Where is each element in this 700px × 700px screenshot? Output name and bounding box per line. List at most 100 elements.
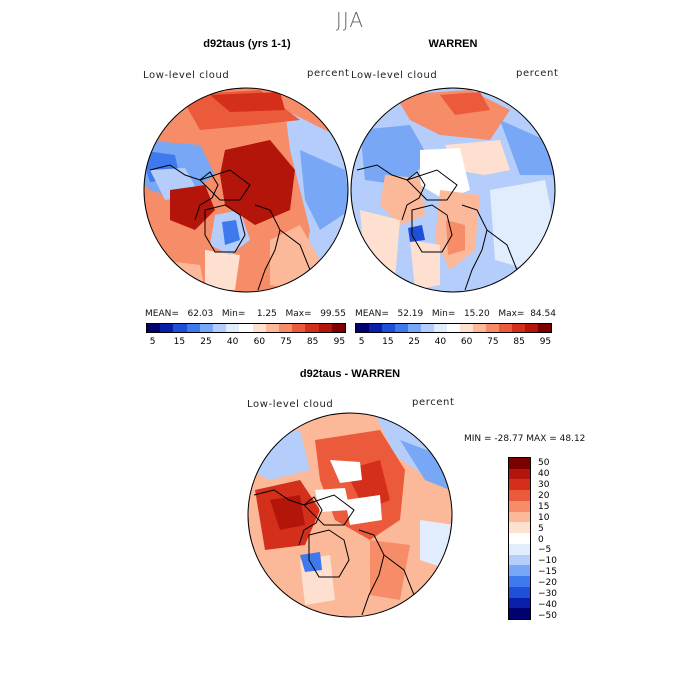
season-title: JJA: [335, 8, 365, 32]
panel1-colorbar-swatch: [318, 324, 332, 332]
panel3-units-label: percent: [412, 397, 455, 408]
panel2-mean-value: 52.19: [397, 309, 424, 319]
panel1-colorbar-swatch: [331, 324, 346, 332]
panel2-colorbar-tick-label: 25: [408, 337, 420, 347]
panel2-colorbar-swatch: [512, 324, 525, 332]
panel2-colorbar-tick-label: 85: [513, 337, 525, 347]
panel1-max-value: 99.55: [320, 309, 346, 319]
panel1-stats: MEAN= 62.03 Min= 1.25 Max= 99.55: [145, 309, 346, 319]
panel1-colorbar-swatch: [265, 324, 280, 332]
panel2-units-label: percent: [516, 68, 559, 79]
panel1-colorbar-tick-label: 25: [200, 337, 212, 347]
panel3-title: d92taus - WARREN: [299, 368, 401, 380]
panel3-colorbar: [508, 457, 531, 620]
panel2-colorbar-tick-label: 15: [382, 337, 394, 347]
panel3-colorbar-swatch: [509, 522, 530, 534]
panel2-mean-label: MEAN=: [355, 309, 389, 319]
panel1-max-label: Max=: [285, 309, 312, 319]
panel2-stats: MEAN= 52.19 Min= 15.20 Max= 84.54: [355, 309, 556, 319]
panel3-colorbar-swatch: [509, 511, 530, 523]
panel3-colorbar-swatch: [509, 533, 530, 544]
panel1-colorbar-swatch: [305, 324, 319, 332]
panel3-colorbar-swatch: [509, 586, 530, 598]
panel2-variable-label: Low-level cloud: [351, 70, 438, 81]
panel1-colorbar-swatch: [239, 324, 253, 332]
panel2-colorbar-swatch: [499, 324, 512, 332]
panel2-colorbar-swatch: [356, 324, 369, 332]
panel2-title: WARREN: [428, 38, 478, 50]
panel2-min-value: 15.20: [463, 309, 490, 319]
panel1-colorbar: [146, 323, 346, 333]
panel2-colorbar-swatch: [486, 324, 499, 332]
panel1-mean-label: MEAN=: [145, 309, 179, 319]
panel2-colorbar-tick-label: 40: [434, 337, 447, 347]
panel2-max-value: 84.54: [530, 309, 556, 319]
panel2-colorbar-swatch: [421, 324, 434, 332]
panel2-map-border: [350, 87, 556, 293]
panel1-colorbar-swatch: [199, 324, 214, 332]
panel2-colorbar-swatch: [538, 324, 551, 332]
panel3-colorbar-swatch: [509, 576, 530, 587]
panel2-colorbar-swatch: [525, 324, 538, 332]
panel2-colorbar-swatch: [434, 324, 447, 332]
panel2-colorbar-swatch: [395, 324, 408, 332]
panel2-colorbar: [355, 323, 552, 333]
panel1-colorbar-tick-label: 15: [173, 337, 186, 347]
panel2-colorbar-swatch: [447, 324, 460, 332]
panel1-units-label: percent: [307, 68, 350, 79]
panel3-colorbar-swatch: [509, 458, 530, 469]
panel2-max-label: Max=: [498, 309, 525, 319]
panel3-colorbar-swatch: [509, 543, 530, 555]
panel3-colorbar-tick-label: −10: [538, 556, 557, 567]
panel1-colorbar-swatch: [279, 324, 293, 332]
panel2-colorbar-ticks: 5 15 25 40 60 75 85 95: [355, 337, 552, 349]
panel2-colorbar-swatch: [460, 324, 473, 332]
panel3-colorbar-tick-label: −30: [538, 588, 557, 599]
panel1-title: d92taus (yrs 1-1): [203, 38, 291, 50]
panel2-colorbar-swatch: [408, 324, 421, 332]
panel1-colorbar-ticks: 5 15 25 40 60 75 85 95: [146, 337, 346, 349]
panel3-range-text: MIN = -28.77 MAX = 48.12: [464, 434, 586, 444]
panel3-variable-label: Low-level cloud: [247, 399, 334, 410]
panel1-colorbar-swatch: [213, 324, 227, 332]
panel1-colorbar-swatch: [147, 324, 161, 332]
panel2-colorbar-swatch: [382, 324, 395, 332]
panel1-min-value: 1.25: [256, 309, 277, 319]
panel2-min-label: Min=: [431, 309, 456, 319]
panel3-colorbar-tick-label: 50: [538, 458, 550, 469]
panel1-colorbar-tick-label: 95: [333, 337, 346, 347]
panel3-colorbar-tick-label: 30: [538, 480, 550, 491]
panel3-colorbar-tick-label: −40: [538, 599, 557, 610]
panel3-colorbar-swatch: [509, 565, 530, 577]
panel3-colorbar-swatch: [509, 554, 530, 566]
panel3-colorbar-tick-label: −15: [538, 567, 557, 578]
panel1-colorbar-swatch: [252, 324, 266, 332]
panel2-colorbar-tick-label: 95: [539, 337, 552, 347]
panel1-colorbar-tick-label: 75: [280, 337, 292, 347]
panel3-colorbar-swatch: [509, 490, 530, 501]
panel3-colorbar-swatch: [509, 597, 530, 609]
panel2-colorbar-tick-label: 60: [460, 337, 473, 347]
panel1-coastlines: [149, 164, 311, 291]
panel3-colorbar-tick-label: 20: [538, 491, 550, 502]
panel1-colorbar-swatch: [186, 324, 200, 332]
panel3-colorbar-tick-label: 0: [538, 534, 544, 545]
panel1-colorbar-tick-label: 40: [226, 337, 239, 347]
panel3-colorbar-tick-label: −5: [538, 545, 552, 556]
panel1-variable-label: Low-level cloud: [143, 70, 230, 81]
panel2-colorbar-tick-label: 5: [358, 337, 365, 347]
panel1-colorbar-swatch: [173, 324, 187, 332]
panel3-colorbar-tick-label: 10: [538, 512, 550, 523]
panel1-colorbar-tick-label: 5: [149, 337, 156, 347]
panel3-colorbar-swatch: [509, 479, 530, 491]
panel3-colorbar-swatch: [509, 608, 530, 620]
panel1-mean-value: 62.03: [187, 309, 214, 319]
panel2-colorbar-swatch: [369, 324, 382, 332]
panel3-colorbar-swatch: [509, 500, 530, 512]
panel1-colorbar-swatch: [292, 324, 306, 332]
panel1-colorbar-swatch: [160, 324, 174, 332]
panel3-colorbar-swatch: [509, 468, 530, 480]
